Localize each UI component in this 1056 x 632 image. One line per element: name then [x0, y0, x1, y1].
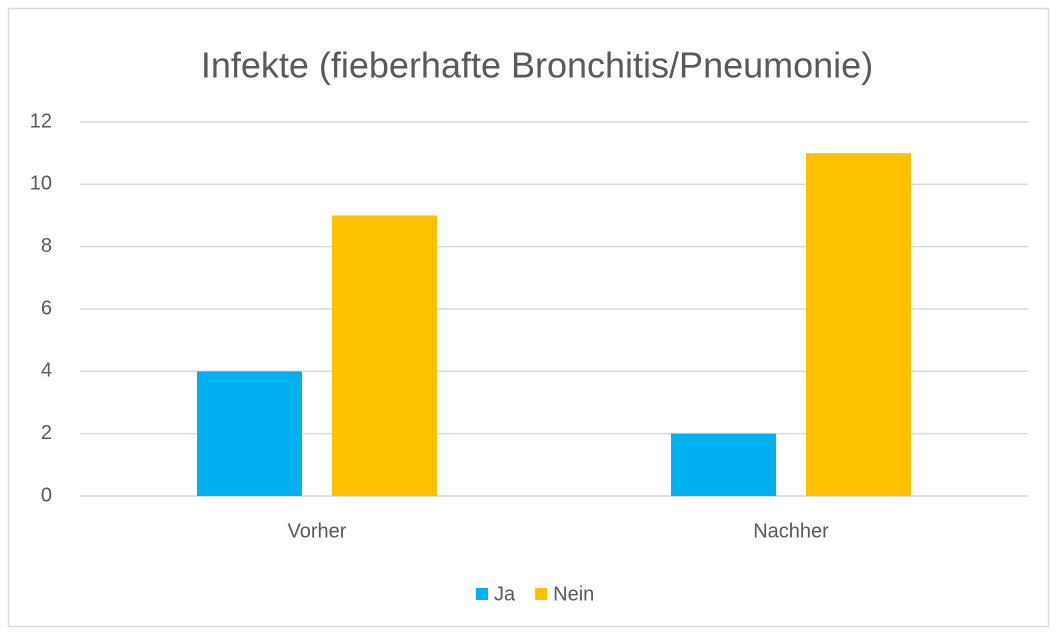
y-tick-label: 8 [41, 235, 52, 257]
legend-swatch [535, 588, 548, 600]
bar [671, 433, 776, 496]
y-tick-label: 0 [41, 484, 52, 506]
y-tick-label: 4 [41, 360, 52, 382]
y-tick-label: 6 [41, 297, 52, 319]
x-tick-label: Vorher [288, 520, 347, 542]
bar [332, 215, 437, 496]
bar [197, 371, 302, 496]
y-tick-label: 12 [30, 110, 52, 132]
legend-label: Ja [494, 583, 516, 605]
bar [806, 153, 911, 496]
legend-label: Nein [553, 583, 594, 605]
y-tick-label: 2 [41, 422, 52, 444]
chart-title: Infekte (fieberhafte Bronchitis/Pneumoni… [201, 45, 873, 86]
y-tick-label: 10 [30, 173, 52, 195]
legend-swatch [476, 588, 488, 600]
x-tick-label: Nachher [753, 520, 829, 542]
